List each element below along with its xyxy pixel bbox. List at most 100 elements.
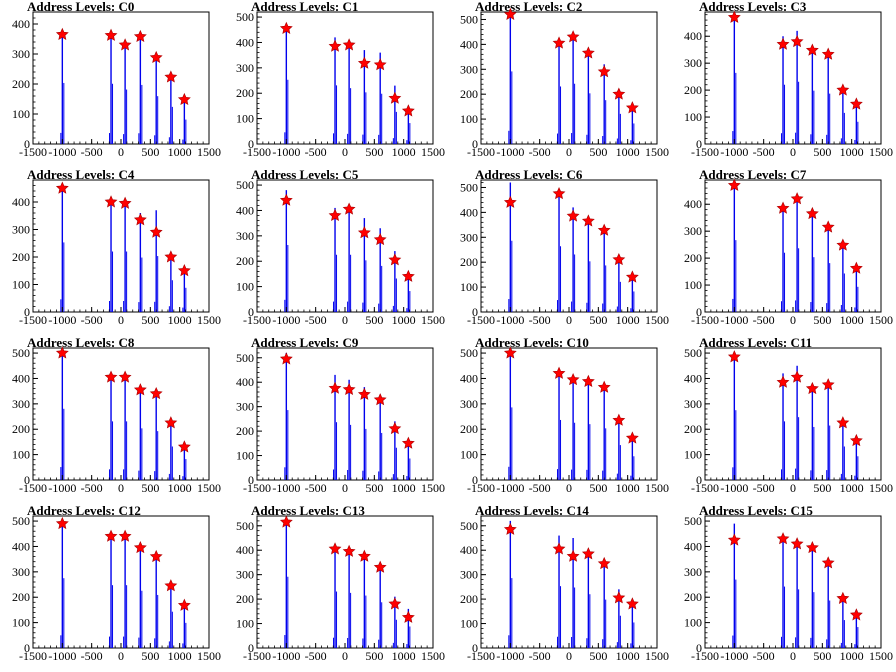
peak-marker [821,378,835,391]
y-tick-label: 400 [236,203,254,217]
x-tick-label: -500 [305,481,327,495]
chart-title: Address Levels: C15 [699,504,813,518]
x-tick-label: 500 [813,649,831,663]
panel-13: Address Levels: C13 0 100 200 300 400 500 -1500… [236,504,445,663]
chart-title: Address Levels: C10 [475,336,589,350]
peak-marker [836,416,850,429]
y-tick-label: 500 [684,346,702,360]
x-tick-label: -1000 [272,481,300,495]
x-tick-label: -1500 [19,481,47,495]
chart-title: Address Levels: C11 [699,336,812,350]
y-tick-label: 200 [12,77,30,91]
x-tick-label: 500 [589,481,607,495]
peak-marker [401,610,415,623]
x-tick-label: -500 [305,145,327,159]
x-tick-label: -500 [305,649,327,663]
y-tick-label: 100 [12,107,30,121]
x-tick-label: -1500 [243,649,271,663]
panel-5: Address Levels: C50100200300400500-1500-… [236,168,445,327]
x-tick-label: 1000 [168,649,192,663]
panel-4: Address Levels: C4 0 100 200 300 400 -1500 -100… [12,168,221,327]
panel-8: Address Levels: C80100200300400500-1500-… [12,336,221,495]
x-tick-label: 500 [365,145,383,159]
x-tick-label: 1000 [168,481,192,495]
y-tick-label: 300 [12,47,30,61]
x-tick-label: 1500 [421,481,445,495]
plot-frame [704,11,882,145]
x-tick-label: 0 [342,145,348,159]
peak-marker [776,375,790,388]
peak-marker [401,269,415,282]
x-tick-label: 1500 [869,649,893,663]
x-tick-label: 500 [141,145,159,159]
peak-marker [581,46,595,59]
y-tick-label: 400 [460,205,478,219]
peak-marker [552,542,566,555]
x-tick-label: -1000 [720,313,748,327]
y-tick-label: 300 [12,565,30,579]
x-tick-label: 1500 [197,481,221,495]
x-tick-label: -1000 [272,649,300,663]
x-tick-label: 0 [566,481,572,495]
y-tick-label: 300 [12,397,30,411]
plot-frame [32,179,210,313]
peak-marker [790,537,804,550]
peak-marker [373,393,387,406]
peak-marker [328,208,342,221]
peak-marker [357,226,371,239]
panel-7: Address Levels: C7 0 100 200 300 400 -1500 -100… [684,168,893,327]
y-tick-label: 500 [460,12,478,26]
x-tick-label: -500 [753,481,775,495]
peak-marker [849,97,863,110]
y-tick-label: 200 [236,86,254,100]
peak-marker [104,28,118,41]
y-tick-label: 300 [684,397,702,411]
peak-marker [503,522,517,535]
chart-title: Address Levels: C4 [27,168,135,182]
y-tick-label: 300 [12,223,30,237]
y-tick-label: 0 [696,473,702,487]
y-tick-label: 300 [236,568,254,582]
peak-marker [342,202,356,215]
peak-marker [55,346,69,359]
y-tick-label: 0 [24,473,30,487]
x-tick-label: -500 [305,313,327,327]
x-tick-label: 0 [118,649,124,663]
plot-frame [480,515,658,649]
peak-marker [342,38,356,51]
y-tick-label: 100 [684,110,702,124]
x-tick-label: -1000 [48,145,76,159]
peak-marker [612,87,626,100]
y-tick-label: 400 [684,539,702,553]
y-tick-label: 200 [12,250,30,264]
x-tick-label: -1500 [467,649,495,663]
x-tick-label: -1000 [48,481,76,495]
y-tick-label: 100 [12,448,30,462]
peak-marker [566,372,580,386]
x-tick-label: -500 [529,145,551,159]
panel-2: Address Levels: C20100200300400500-1500-… [460,0,669,159]
chart-title: Address Levels: C8 [27,336,135,350]
chart-title: Address Levels: C2 [475,0,582,14]
x-tick-label: 1000 [168,313,192,327]
panel-6: Address Levels: C60100200300400500-1500-… [460,168,669,327]
y-tick-label: 0 [248,137,254,151]
y-tick-label: 100 [236,112,254,126]
x-tick-label: 500 [589,313,607,327]
x-tick-label: -500 [81,145,103,159]
y-tick-label: 400 [236,375,254,389]
y-tick-label: 300 [236,400,254,414]
panel-1: Address Levels: C10100200300400500-1500-… [236,0,445,159]
chart-title: Address Levels: C7 [699,168,807,182]
peak-marker [552,186,566,200]
x-tick-label: 1000 [392,649,416,663]
peak-marker [104,195,118,208]
y-tick-label: 400 [460,371,478,385]
peak-marker [503,195,517,208]
x-tick-label: -500 [529,481,551,495]
y-tick-label: 200 [684,83,702,97]
x-tick-label: 1000 [840,649,864,663]
peak-marker [118,38,132,51]
y-tick-label: 0 [696,137,702,151]
y-tick-label: 100 [684,278,702,292]
